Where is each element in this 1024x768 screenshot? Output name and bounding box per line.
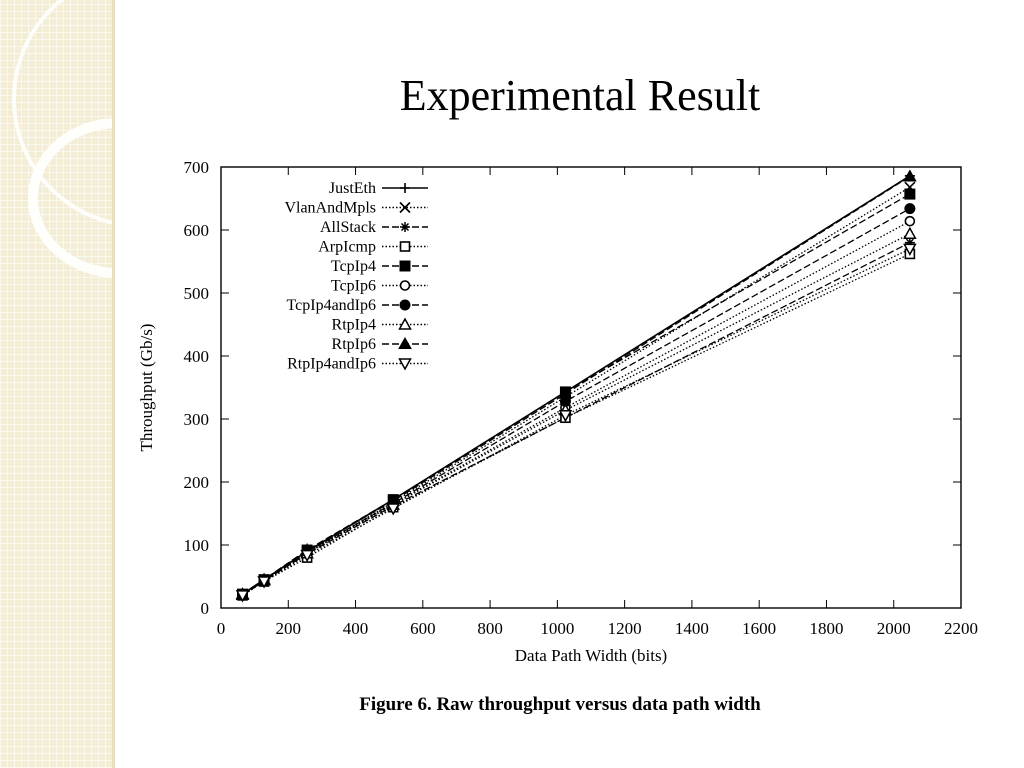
x-tick-label: 1600 [742,619,776,638]
legend-marker [399,201,411,214]
legend-label: TcpIp6 [331,278,376,295]
x-tick-label: 1800 [809,619,843,638]
data-point-rtpip4andip6 [257,576,271,589]
x-tick-label: 1400 [675,619,709,638]
legend-marker [399,299,411,311]
plot-frame [220,166,962,609]
series-line-allstack [242,242,911,596]
decorative-side-panel [0,0,112,768]
data-point-rtpip6 [558,386,573,399]
y-tick-label: 100 [184,536,210,555]
data-point-tcpip4andip6 [904,203,916,215]
legend-label: VlanAndMpls [284,200,376,217]
y-axis-label: Throughput (Gb/s) [137,324,156,452]
legend-label: JustEth [329,180,376,197]
x-tick-label: 200 [276,619,302,638]
legend-marker [399,241,411,252]
legend-label: TcpIp4 [331,258,376,275]
data-point-rtpip4andip6 [903,243,917,256]
x-tick-label: 400 [343,619,369,638]
x-tick-label: 1200 [608,619,642,638]
x-tick-label: 2200 [944,619,978,638]
legend-marker [399,260,411,272]
legend-marker [400,183,410,193]
x-tick-label: 1000 [540,619,574,638]
data-point-tcpip4 [904,188,916,200]
data-point-rtpip4andip6 [558,409,573,423]
y-tick-label: 200 [184,473,210,492]
x-tick-label: 800 [477,619,503,638]
slide-title: Experimental Result [399,71,761,120]
throughput-line-chart: 0 200 400 600 800 1000 1200 1400 1600 1800 2000 220… [137,158,978,665]
legend-marker [398,358,412,371]
legend-marker [398,317,412,330]
legend-marker [399,280,411,291]
data-point-rtpip4 [903,226,917,240]
figure-caption: Figure 6. Raw throughput versus data pat… [359,694,761,715]
data-point-rtpip4andip6 [300,549,314,563]
legend-label: RtpIp4 [332,317,376,334]
legend-label: ArpIcmp [318,239,376,256]
y-tick-label: 300 [184,410,210,429]
data-point-rtpip4andip6 [386,503,400,516]
x-tick-label: 600 [410,619,436,638]
x-axis-label: Data Path Width (bits) [515,646,667,665]
legend-label: RtpIp4andIp6 [287,356,376,373]
x-tick-label: 2000 [877,619,911,638]
data-point-allstack [904,237,915,248]
data-point-tcpip6 [904,215,916,227]
legend-marker [400,222,410,232]
data-point-rtpip4andip6 [235,590,250,603]
y-tick-label: 500 [184,284,210,303]
legend-label: AllStack [320,219,376,236]
legend-label: TcpIp4andIp6 [286,297,376,314]
data-point-rtpip6 [903,169,917,182]
legend-marker [398,336,412,349]
y-tick-label: 400 [184,347,210,366]
side-panel-edge [112,0,115,768]
x-tick-label: 0 [217,619,226,638]
legend-label: RtpIp6 [332,336,376,353]
y-tick-label: 0 [201,599,210,618]
y-tick-label: 600 [184,221,210,240]
y-tick-label: 700 [184,158,210,177]
